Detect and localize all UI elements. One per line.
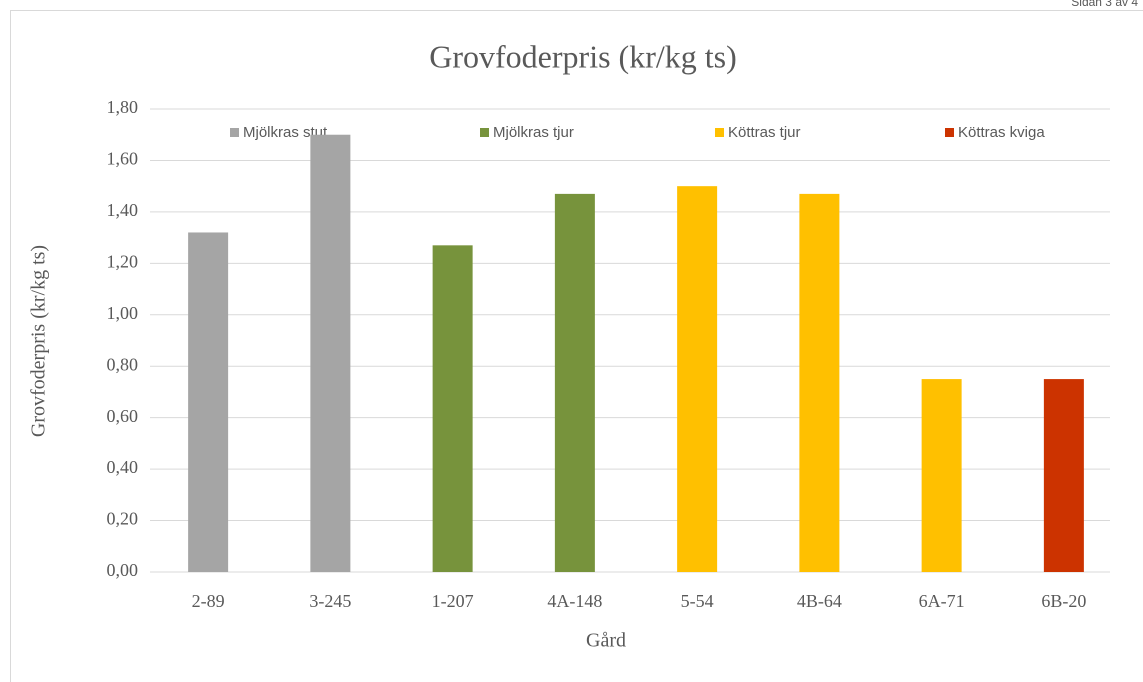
y-tick-label: 1,20 [107,251,139,271]
bar [310,134,351,572]
x-tick-label: 2-89 [192,591,225,611]
bar [432,245,473,573]
bar [921,379,962,572]
bar [677,186,718,572]
legend-label: Köttras tjur [728,124,801,141]
legend-swatch [480,128,489,137]
y-axis-label: Grovfoderpris (kr/kg ts) [28,245,50,437]
x-tick-label: 4B-64 [797,591,842,611]
y-tick-label: 0,20 [107,509,139,529]
x-tick-label: 4A-148 [547,591,602,611]
chart-title: Grovfoderpris (kr/kg ts) [429,38,736,74]
page-label: Sidan 3 av 4 [1071,0,1138,9]
legend-label: Mjölkras stut [243,124,328,141]
legend-swatch [230,128,239,137]
bar [1043,379,1084,572]
x-tick-label: 1-207 [432,591,474,611]
y-tick-label: 0,40 [107,457,139,477]
x-tick-label: 3-245 [309,591,351,611]
x-tick-label: 6B-20 [1041,591,1086,611]
x-tick-label: 6A-71 [919,591,965,611]
legend-label: Mjölkras tjur [493,124,574,141]
y-tick-label: 1,40 [107,200,139,220]
y-tick-label: 1,80 [107,97,139,117]
bar [799,193,840,572]
legend-swatch [945,128,954,137]
bar [554,193,595,572]
y-tick-label: 1,60 [107,149,139,169]
bar [188,232,229,572]
y-tick-label: 0,60 [107,406,139,426]
legend-swatch [715,128,724,137]
x-axis-label: Gård [586,630,626,652]
y-tick-label: 0,80 [107,354,139,374]
y-tick-label: 1,00 [107,303,139,323]
legend-label: Köttras kviga [958,124,1045,141]
y-tick-label: 0,00 [107,560,139,580]
x-tick-label: 5-54 [681,591,714,611]
